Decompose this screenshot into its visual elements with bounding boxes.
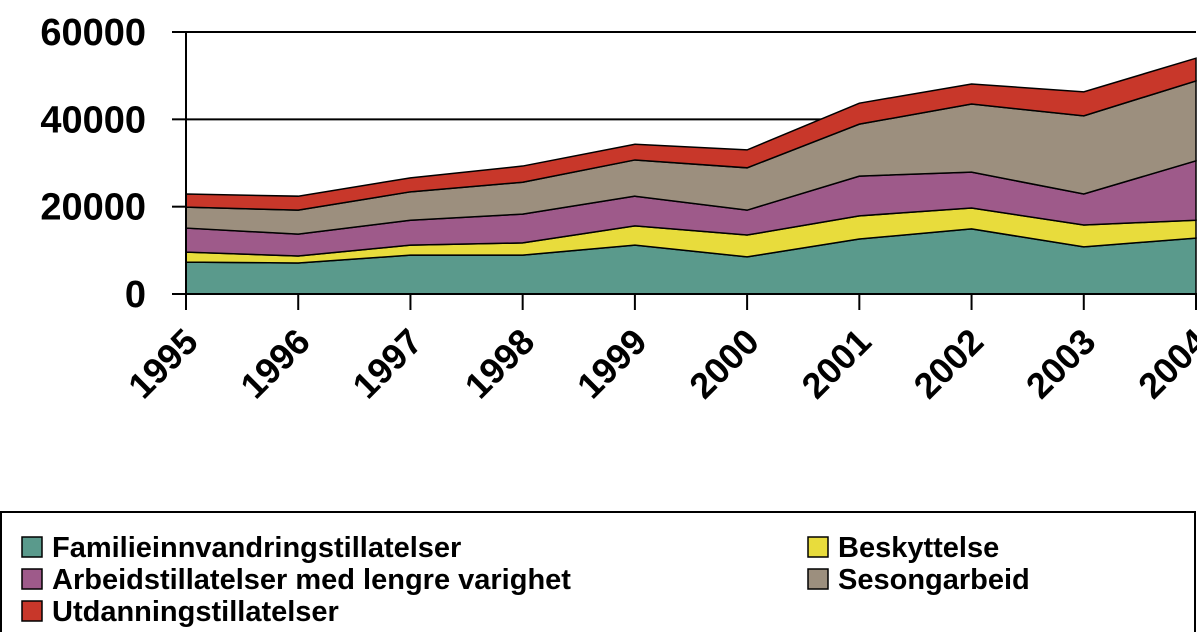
x-tick-label: 2003	[1018, 321, 1104, 407]
legend-box	[0, 511, 1196, 632]
legend-swatch	[807, 536, 829, 558]
legend-label: Utdanningstillatelser	[52, 596, 339, 628]
y-tick-label: 40000	[40, 99, 146, 141]
y-tick-label: 60000	[40, 12, 146, 54]
legend-label: Sesongarbeid	[838, 564, 1030, 596]
x-tick-label: 2004	[1130, 321, 1197, 407]
x-tick-label: 2001	[793, 321, 879, 407]
legend-label: Familieinnvandringstillatelser	[52, 532, 461, 564]
x-tick-label: 1998	[457, 321, 543, 407]
x-tick-label: 1997	[344, 321, 430, 407]
legend-label: Arbeidstillatelser med lengre varighet	[52, 564, 571, 596]
x-tick-label: 2000	[681, 321, 767, 407]
legend-swatch	[21, 568, 43, 590]
x-tick-label: 1999	[569, 321, 655, 407]
legend-swatch	[21, 536, 43, 558]
x-tick-label: 1995	[120, 321, 206, 407]
legend-swatch	[807, 568, 829, 590]
area	[185, 57, 1197, 211]
y-tick-label: 20000	[40, 187, 146, 229]
y-tick-label: 0	[125, 274, 146, 316]
x-tick-label: 2002	[906, 321, 992, 407]
legend-swatch	[21, 600, 43, 622]
x-tick-label: 1996	[232, 321, 318, 407]
legend-label: Beskyttelse	[838, 532, 999, 564]
